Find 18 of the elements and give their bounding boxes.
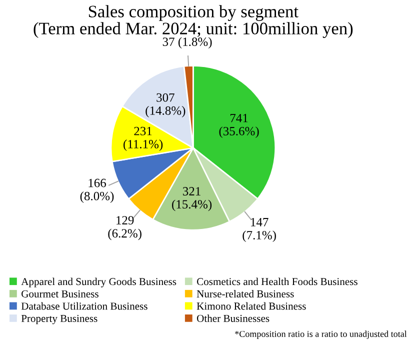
- legend-label: Cosmetics and Health Foods Business: [196, 278, 358, 286]
- data-label: 321 (15.4%): [172, 187, 212, 212]
- data-label: 166 (8.0%): [80, 178, 114, 203]
- data-label: 307 (14.8%): [146, 93, 186, 118]
- legend-label: Gourmet Business: [22, 290, 98, 298]
- legend-label: Property Business: [21, 314, 98, 324]
- data-label: 37 (1.8%): [162, 37, 212, 49]
- data-label: 129 (6.2%): [108, 216, 142, 240]
- data-label: 741 (35.6%): [219, 114, 259, 138]
- data-label: 231 (11.1%): [124, 126, 163, 151]
- legend-label: Kimono Related Business: [196, 302, 306, 310]
- data-label: 147 (7.1%): [242, 218, 276, 242]
- legend-label: Apparel and Sundry Goods Business: [21, 278, 176, 288]
- chart-title: Sales composition by segment (Term ended Mar. 2024; unit: 100million yen): [34, 5, 353, 38]
- legend-label: Database Utilization Business: [21, 302, 148, 310]
- legend-label: Other Businesses: [196, 314, 270, 322]
- legend-label: Nurse-related Business: [196, 290, 294, 298]
- text: *Composition ratio is a ratio to unadjusted total: [235, 330, 407, 339]
